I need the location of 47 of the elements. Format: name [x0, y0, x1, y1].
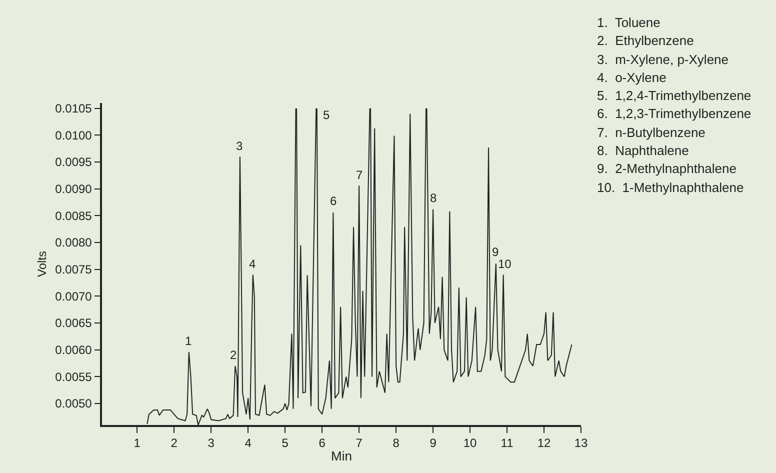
text: 2. Ethylbenzene — [597, 33, 694, 48]
y-tick-label: 0.0070 — [55, 289, 92, 304]
annotation: 1 — [185, 334, 192, 348]
text: 6. 1,2,3-Trimethylbenzene — [597, 106, 752, 121]
annotation: 9 — [492, 245, 499, 259]
x-axis-title: Min — [331, 448, 352, 464]
text: 4. o-Xylene — [597, 70, 666, 85]
x-tick-label: 3 — [208, 436, 215, 450]
x-tick-label: 2 — [170, 436, 178, 450]
text: 9. 2-Methylnaphthalene — [597, 161, 736, 176]
annotation: 6 — [330, 194, 337, 208]
y-tick-label: 0.0085 — [55, 208, 92, 223]
text: 5. 1,2,4-Trimethylbenzene — [597, 88, 752, 103]
x-tick-label: 5 — [282, 436, 289, 450]
text: 1. Toluene — [597, 15, 660, 30]
x-tick-label: 4 — [244, 436, 252, 450]
y-tick-label: 0.0065 — [55, 316, 92, 330]
y-tick-label: 0.0060 — [55, 343, 92, 358]
y-tick-label: 0.0100 — [55, 128, 92, 142]
y-tick-label: 0.0090 — [55, 182, 92, 196]
x-tick-label: 6 — [318, 436, 326, 450]
x-tick-label: 1 — [134, 436, 141, 450]
x-tick-label: 8 — [392, 436, 400, 450]
y-tick-label: 0.0080 — [55, 236, 92, 250]
text: 10. 1-Methylnaphthalene — [597, 180, 744, 195]
x-tick-label: 13 — [574, 436, 588, 450]
x-tick-label: 9 — [430, 436, 437, 450]
annotation: 2 — [230, 348, 237, 362]
text: 7. n-Butylbenzene — [597, 125, 706, 140]
y-tick-label: 0.0075 — [55, 262, 92, 277]
text: 3. m-Xylene, p-Xylene — [597, 52, 729, 67]
annotation: 7 — [356, 168, 363, 182]
annotation: 3 — [236, 139, 243, 153]
x-tick-label: 7 — [356, 436, 363, 450]
annotation: 4 — [249, 257, 256, 271]
y-tick-label: 0.0050 — [55, 396, 92, 411]
x-tick-label: 10 — [463, 436, 478, 450]
x-tick-label: 12 — [537, 436, 552, 450]
y-tick-label: 0.0095 — [55, 155, 92, 170]
annotation: 8 — [430, 191, 437, 205]
annotation: 10 — [498, 257, 512, 271]
y-tick-label: 0.0105 — [55, 102, 92, 116]
x-tick-label: 11 — [500, 436, 514, 450]
y-axis-title: Volts — [34, 250, 49, 278]
y-tick-label: 0.0055 — [55, 370, 92, 384]
text: 8. Naphthalene — [597, 143, 689, 158]
annotation: 5 — [323, 108, 330, 122]
